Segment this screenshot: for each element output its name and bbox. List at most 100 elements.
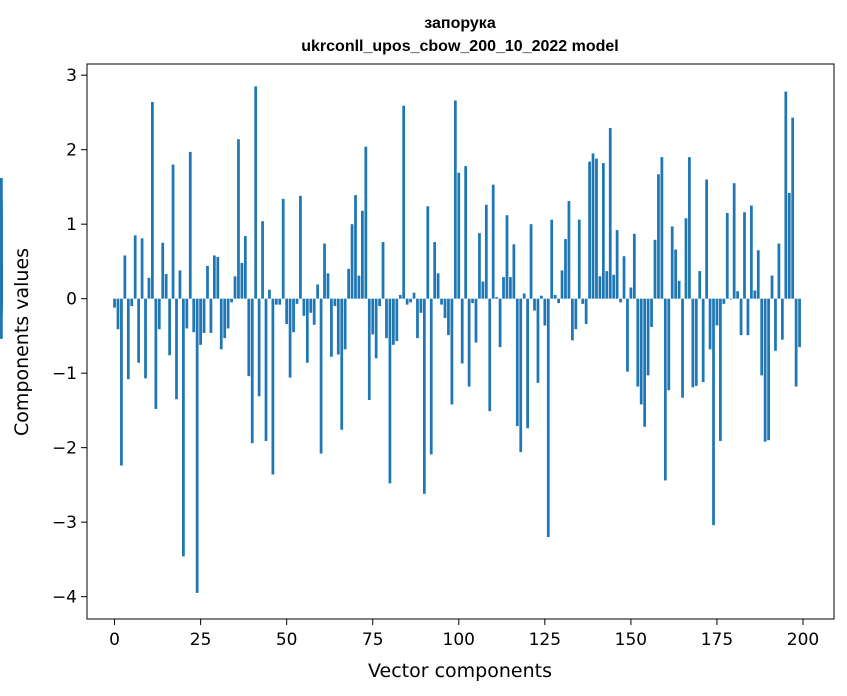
bar bbox=[268, 289, 271, 299]
bar bbox=[340, 298, 344, 430]
bar bbox=[412, 292, 416, 299]
bar bbox=[681, 298, 684, 398]
bar bbox=[584, 298, 588, 324]
bar bbox=[636, 298, 640, 387]
y-tick-label: 3 bbox=[66, 66, 77, 86]
bar bbox=[281, 198, 285, 299]
x-axis-label: Vector components bbox=[368, 660, 552, 682]
bar bbox=[526, 298, 529, 429]
bar bbox=[533, 298, 536, 311]
bar bbox=[326, 273, 330, 299]
y-tick-label: −1 bbox=[52, 364, 77, 384]
bar bbox=[725, 212, 729, 299]
bar bbox=[178, 270, 182, 299]
bar bbox=[312, 298, 316, 325]
bar bbox=[199, 298, 202, 345]
bar bbox=[429, 298, 433, 455]
bar bbox=[161, 242, 165, 299]
bar bbox=[305, 298, 309, 363]
bar bbox=[729, 298, 733, 300]
bar bbox=[202, 298, 206, 333]
bar bbox=[746, 298, 750, 336]
bar bbox=[502, 277, 505, 299]
x-tick-label: 200 bbox=[787, 630, 819, 650]
y-tick-label: 0 bbox=[66, 290, 77, 310]
bar bbox=[753, 290, 757, 299]
bar bbox=[416, 298, 419, 339]
bar bbox=[626, 298, 629, 372]
bar bbox=[333, 298, 337, 307]
bar bbox=[632, 233, 636, 299]
bar bbox=[643, 298, 647, 427]
bar bbox=[481, 281, 485, 299]
chart-subtitle: ukrconll_upos_cbow_200_10_2022 model bbox=[301, 38, 618, 55]
bar bbox=[374, 298, 378, 359]
bar bbox=[780, 298, 784, 340]
bar bbox=[787, 192, 791, 299]
bar bbox=[367, 298, 371, 400]
bar bbox=[505, 215, 509, 299]
bar bbox=[474, 298, 478, 343]
bar bbox=[243, 236, 247, 299]
bar bbox=[612, 274, 616, 299]
bar bbox=[450, 298, 454, 405]
bar bbox=[206, 265, 209, 299]
bar bbox=[295, 298, 299, 304]
bar bbox=[385, 298, 388, 339]
bar bbox=[182, 298, 185, 557]
bar bbox=[688, 157, 691, 299]
bar bbox=[522, 293, 526, 299]
bar bbox=[175, 298, 178, 400]
bar bbox=[495, 297, 499, 299]
bar bbox=[147, 277, 151, 299]
y-tick-label: −2 bbox=[52, 439, 77, 459]
bar bbox=[116, 298, 120, 330]
bar bbox=[381, 242, 385, 299]
bar bbox=[705, 179, 708, 299]
bar bbox=[257, 298, 261, 397]
bar bbox=[233, 276, 237, 299]
bar bbox=[756, 250, 760, 299]
bar bbox=[622, 256, 626, 299]
bar bbox=[760, 298, 764, 376]
bar bbox=[577, 219, 581, 299]
bar bbox=[464, 166, 468, 299]
bar bbox=[130, 298, 134, 307]
bar bbox=[192, 298, 196, 333]
bar bbox=[185, 298, 189, 329]
bar bbox=[698, 271, 702, 299]
bar bbox=[750, 205, 753, 299]
bar bbox=[347, 268, 350, 299]
bar bbox=[515, 298, 519, 427]
bar bbox=[299, 195, 302, 299]
bar bbox=[667, 298, 671, 391]
bar bbox=[484, 204, 488, 299]
bar bbox=[767, 298, 770, 441]
bar bbox=[694, 298, 698, 386]
x-axis: 0 25 50 75 100 125 150 175 200 bbox=[109, 619, 819, 650]
bar bbox=[574, 298, 578, 330]
bar bbox=[491, 184, 495, 299]
bar bbox=[323, 243, 326, 299]
bar bbox=[581, 298, 585, 304]
bar bbox=[712, 298, 715, 526]
bar bbox=[798, 298, 801, 348]
bar bbox=[453, 100, 457, 299]
bar bbox=[164, 274, 168, 299]
y-tick-label: 1 bbox=[66, 215, 77, 235]
bar bbox=[330, 298, 333, 357]
bar bbox=[409, 298, 412, 303]
bar bbox=[133, 235, 137, 299]
chart-title: запорука bbox=[424, 15, 496, 32]
bar bbox=[126, 298, 130, 380]
bar bbox=[392, 298, 395, 345]
x-tick-label: 50 bbox=[276, 630, 298, 650]
bar bbox=[591, 153, 595, 299]
bar bbox=[478, 233, 481, 299]
bar bbox=[691, 298, 695, 388]
bar bbox=[405, 298, 409, 305]
bar bbox=[674, 249, 678, 299]
x-tick-label: 75 bbox=[362, 630, 384, 650]
bar bbox=[319, 298, 323, 454]
bar bbox=[550, 219, 554, 299]
